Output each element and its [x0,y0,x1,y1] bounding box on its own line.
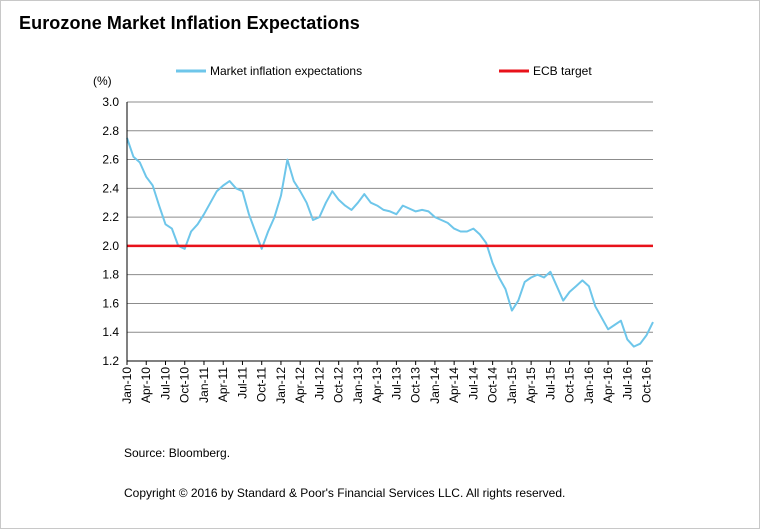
x-tick-label: Jul-10 [158,367,172,400]
x-tick-label: Jan-11 [197,367,211,403]
x-tick-label: Oct-14 [486,367,500,403]
x-tick-label: Apr-12 [293,367,307,403]
x-tick-label: Apr-13 [370,367,384,403]
x-tick-label: Jan-14 [428,367,442,404]
series-line-market-inflation [126,137,654,348]
x-tick-label: Oct-12 [332,367,346,403]
plot-area [126,137,654,348]
x-tick-label: Apr-14 [447,367,461,403]
y-tick-label: 2.8 [102,124,119,138]
x-tick-label: Oct-10 [178,367,192,403]
x-tick-label: Apr-10 [139,367,153,403]
x-tick-label: Jul-11 [235,367,249,399]
chart-title: Eurozone Market Inflation Expectations [19,13,360,33]
y-tick-label: 3.0 [102,95,119,109]
y-tick-label: 1.8 [102,268,119,282]
axes [126,102,653,362]
x-tick-label: Apr-15 [524,367,538,403]
x-tick-label: Oct-16 [640,367,654,403]
y-tick-label: 1.4 [102,325,119,339]
x-tick-label: Jul-16 [620,367,634,400]
y-tick-label: 2.4 [102,181,119,195]
x-tick-label: Jan-16 [582,367,596,404]
x-tick-label: Jul-15 [543,367,557,400]
legend: Market inflation expectations ECB target [176,64,592,78]
x-tick-label: Oct-11 [255,367,269,402]
y-tick-label: 2.6 [102,153,119,167]
y-tick-label: 1.6 [102,296,119,310]
y-axis-ticks: 1.2 1.4 1.6 1.8 2.0 2.2 2.4 2.6 2.8 3.0 [102,95,119,368]
x-tick-label: Oct-15 [563,367,577,403]
x-tick-label: Oct-13 [409,367,423,403]
x-tick-label: Apr-11 [216,367,230,402]
x-tick-label: Jul-13 [389,367,403,400]
y-tick-label: 1.2 [102,354,119,368]
x-tick-label: Jul-14 [466,367,480,400]
y-tick-label: 2.2 [102,210,119,224]
x-tick-label: Jan-10 [120,367,134,404]
x-tick-label: Jul-12 [312,367,326,400]
x-tick-label: Jan-13 [351,367,365,404]
legend-label-market: Market inflation expectations [210,64,362,78]
x-tick-label: Jan-12 [274,367,288,404]
y-axis-label: (%) [93,74,112,88]
x-axis-ticks: Jan-10 Apr-10 Jul-10 Oct-10 Jan-11 Apr-11 Jul-… [120,361,654,404]
gridlines [127,101,653,333]
copyright-note: Copyright © 2016 by Standard & Poor's Fi… [124,486,566,500]
y-tick-label: 2.0 [102,239,119,253]
source-note: Source: Bloomberg. [124,446,231,460]
x-tick-label: Jan-15 [505,367,519,404]
x-tick-label: Apr-16 [601,367,615,403]
legend-label-ecb: ECB target [533,64,592,78]
